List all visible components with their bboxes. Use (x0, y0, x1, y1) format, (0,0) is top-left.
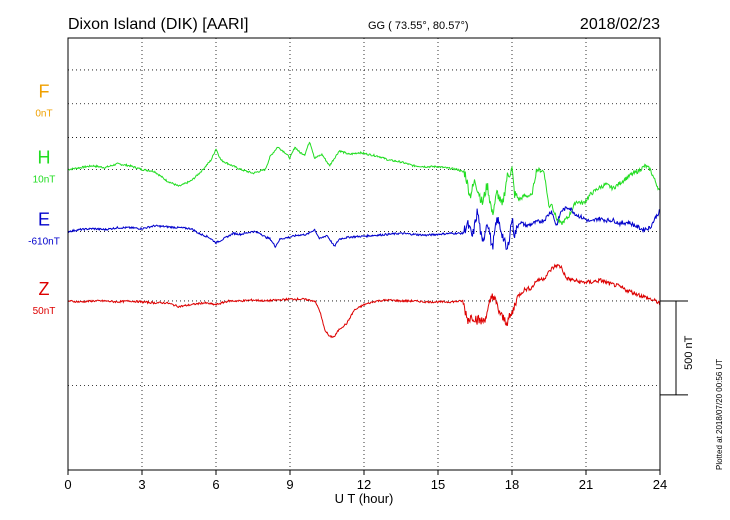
x-tick-label: 21 (579, 477, 593, 492)
scale-bar-label: 500 nT (683, 335, 695, 370)
x-tick-label: 18 (505, 477, 519, 492)
trace-H (67, 141, 661, 226)
component-offset-H: 10nT (33, 174, 56, 185)
trace-Z (67, 263, 661, 339)
x-tick-label: 6 (212, 477, 219, 492)
component-name-E: E (38, 209, 50, 229)
x-tick-label: 0 (64, 477, 71, 492)
component-name-F: F (39, 82, 50, 102)
x-tick-label: 24 (653, 477, 667, 492)
station-coords: GG ( 73.55°, 80.57°) (368, 20, 469, 32)
x-axis-ticks: 0 3 6 9 12 15 18 21 24 (64, 470, 667, 492)
x-axis-label: U T (hour) (335, 491, 394, 506)
x-tick-label: 12 (357, 477, 371, 492)
x-tick-label: 9 (286, 477, 293, 492)
component-labels: F 0nT H 10nT E -610nT Z 50nT (28, 82, 60, 317)
x-tick-label: 3 (138, 477, 145, 492)
trace-E (67, 206, 661, 250)
chart-grid (68, 38, 660, 470)
x-tick-label: 15 (431, 477, 445, 492)
component-offset-F: 0nT (35, 109, 52, 120)
component-name-H: H (38, 147, 51, 167)
component-name-Z: Z (39, 279, 50, 299)
station-title: Dixon Island (DIK) [AARI] (68, 16, 249, 33)
plot-date: 2018/02/23 (580, 16, 660, 33)
scale-bar: 500 nT (660, 300, 695, 396)
chart-traces (67, 141, 661, 339)
component-offset-E: -610nT (28, 236, 60, 247)
component-offset-Z: 50nT (33, 306, 56, 317)
plotted-at-note: Plotted at 2018/07/20 00:56 UT (715, 359, 724, 470)
